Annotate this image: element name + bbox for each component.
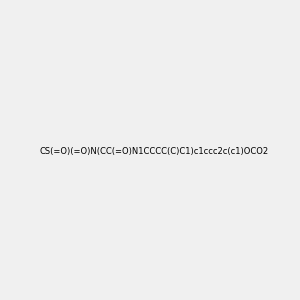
Text: CS(=O)(=O)N(CC(=O)N1CCCC(C)C1)c1ccc2c(c1)OCO2: CS(=O)(=O)N(CC(=O)N1CCCC(C)C1)c1ccc2c(c1… xyxy=(39,147,268,156)
